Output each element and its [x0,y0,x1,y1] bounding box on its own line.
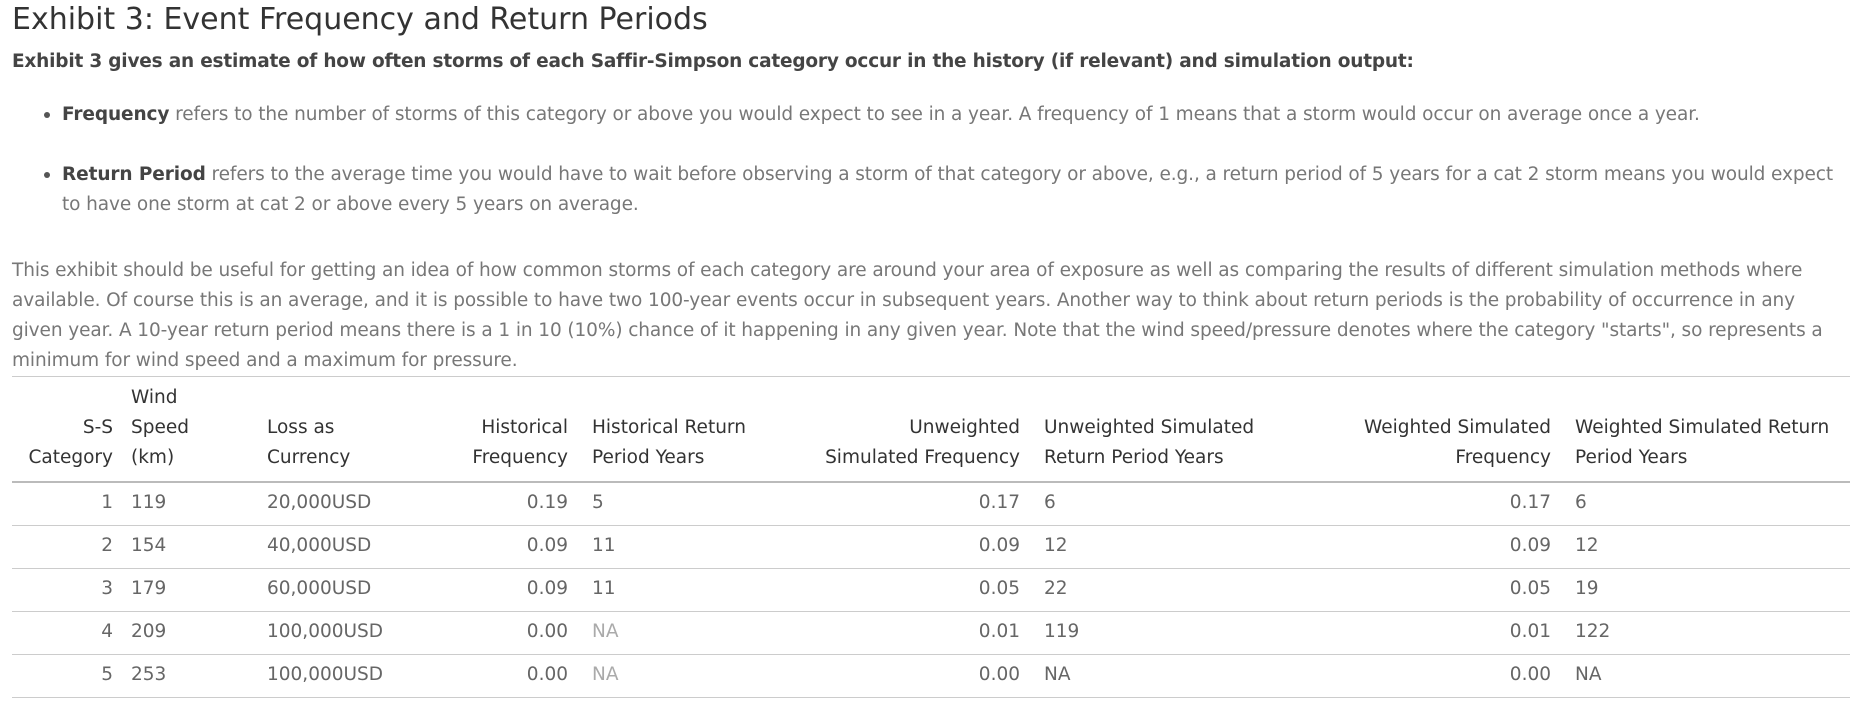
cell-historical-return-period: NA [580,611,799,655]
definitions-list: Frequency refers to the number of storms… [12,100,1850,220]
frequency-table: S-S Category Wind Speed (km) Loss as Cur… [12,376,1850,698]
table-row: 3 179 60,000USD 0.09 11 0.05 22 0.05 19 [12,568,1850,612]
cell-weighted-return-period: 6 [1563,482,1850,526]
definition-return-period: Return Period refers to the average time… [44,160,1850,220]
cell-historical-return-period: NA [580,654,799,698]
cell-weighted-frequency: 0.00 [1332,654,1563,698]
cell-loss: 60,000USD [255,568,430,612]
exhibit-subtitle: Exhibit 3 gives an estimate of how often… [12,51,1414,72]
cell-historical-return-period: 5 [580,482,799,526]
cell-weighted-return-period: NA [1563,654,1850,698]
cell-weighted-return-period: 12 [1563,525,1850,569]
cell-loss: 40,000USD [255,525,430,569]
table-header-row: S-S Category Wind Speed (km) Loss as Cur… [12,376,1850,483]
cell-historical-frequency: 0.00 [430,611,580,655]
cell-unweighted-return-period: 119 [1032,611,1332,655]
column-header-unweighted-frequency: Unweighted Simulated Frequency [799,376,1032,483]
column-header-historical-frequency: Historical Frequency [430,376,580,483]
cell-historical-frequency: 0.00 [430,654,580,698]
cell-historical-frequency: 0.09 [430,525,580,569]
cell-wind-speed: 119 [119,482,255,526]
definition-text: refers to the average time you would hav… [62,164,1834,215]
column-header-category: S-S Category [12,376,119,483]
definition-term: Frequency [62,104,170,125]
definition-term: Return Period [62,164,206,185]
cell-wind-speed: 154 [119,525,255,569]
cell-wind-speed: 179 [119,568,255,612]
cell-unweighted-return-period: 22 [1032,568,1332,612]
cell-unweighted-frequency: 0.17 [799,482,1032,526]
cell-loss: 100,000USD [255,611,430,655]
cell-unweighted-frequency: 0.01 [799,611,1032,655]
cell-weighted-return-period: 122 [1563,611,1850,655]
cell-historical-return-period: 11 [580,525,799,569]
cell-loss: 100,000USD [255,654,430,698]
table-row: 1 119 20,000USD 0.19 5 0.17 6 0.17 6 [12,482,1850,526]
cell-unweighted-frequency: 0.09 [799,525,1032,569]
table-row: 2 154 40,000USD 0.09 11 0.09 12 0.09 12 [12,525,1850,569]
column-header-unweighted-return-period: Unweighted Simulated Return Period Years [1032,376,1332,483]
cell-historical-frequency: 0.09 [430,568,580,612]
cell-unweighted-frequency: 0.00 [799,654,1032,698]
definition-frequency: Frequency refers to the number of storms… [44,100,1850,130]
cell-historical-return-period: 11 [580,568,799,612]
cell-weighted-frequency: 0.09 [1332,525,1563,569]
cell-unweighted-return-period: 6 [1032,482,1332,526]
cell-wind-speed: 253 [119,654,255,698]
cell-unweighted-frequency: 0.05 [799,568,1032,612]
cell-category: 4 [12,611,119,655]
column-header-wind-speed: Wind Speed (km) [119,376,255,483]
column-header-loss: Loss as Currency [255,376,430,483]
exhibit-title: Exhibit 3: Event Frequency and Return Pe… [12,2,708,37]
definition-text: refers to the number of storms of this c… [169,104,1700,125]
cell-loss: 20,000USD [255,482,430,526]
cell-category: 3 [12,568,119,612]
exhibit-section: Exhibit 3: Event Frequency and Return Pe… [12,0,1850,698]
cell-category: 1 [12,482,119,526]
cell-weighted-return-period: 19 [1563,568,1850,612]
cell-weighted-frequency: 0.01 [1332,611,1563,655]
cell-category: 5 [12,654,119,698]
column-header-historical-return-period: Historical Return Period Years [580,376,799,483]
column-header-weighted-return-period: Weighted Simulated Return Period Years [1563,376,1850,483]
cell-weighted-frequency: 0.17 [1332,482,1563,526]
table-row: 5 253 100,000USD 0.00 NA 0.00 NA 0.00 NA [12,654,1850,698]
cell-weighted-frequency: 0.05 [1332,568,1563,612]
cell-unweighted-return-period: NA [1032,654,1332,698]
cell-category: 2 [12,525,119,569]
table-row: 4 209 100,000USD 0.00 NA 0.01 119 0.01 122 [12,611,1850,655]
explanation-paragraph: This exhibit should be useful for gettin… [12,260,1823,371]
cell-wind-speed: 209 [119,611,255,655]
cell-historical-frequency: 0.19 [430,482,580,526]
column-header-weighted-frequency: Weighted Simulated Frequency [1332,376,1563,483]
cell-unweighted-return-period: 12 [1032,525,1332,569]
